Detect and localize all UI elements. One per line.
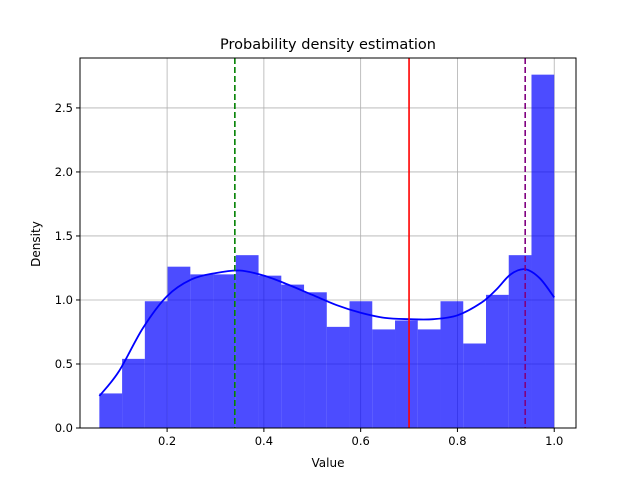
histogram-bar: [281, 284, 305, 428]
histogram-bar: [190, 274, 214, 428]
histogram-bar: [326, 326, 350, 428]
histogram-bar: [122, 358, 145, 428]
density-curve: [98, 268, 555, 397]
histogram-bar: [395, 320, 418, 428]
histogram-bar: [440, 301, 464, 428]
plot-frame: [79, 57, 577, 429]
y-axis-label: Density: [29, 221, 43, 267]
x-axis-label: Value: [312, 456, 345, 470]
histogram-bar: [304, 292, 327, 428]
histogram-bar: [144, 301, 168, 428]
x-tick-label: 0.4: [255, 434, 273, 448]
histogram-bar: [235, 255, 259, 428]
x-tick-label: 0.2: [158, 434, 176, 448]
histogram-bar: [463, 343, 486, 428]
histogram-bar: [372, 329, 396, 428]
x-tick-label: 1.0: [545, 434, 563, 448]
histogram-bar: [531, 74, 555, 428]
x-tick-label: 0.6: [352, 434, 370, 448]
histogram-bar: [258, 275, 282, 428]
y-tick-label: 2.0: [55, 165, 73, 179]
histogram-bar: [349, 301, 373, 428]
histogram-bar: [167, 266, 191, 428]
x-tick-label: 0.8: [448, 434, 466, 448]
chart-title: Probability density estimation: [220, 37, 436, 53]
histogram-bar: [99, 393, 123, 428]
y-tick-label: 0.5: [55, 357, 73, 371]
histogram-bar: [508, 255, 532, 428]
histogram-bar: [213, 274, 236, 428]
y-tick-label: 1.0: [55, 293, 73, 307]
y-tick-label: 1.5: [55, 229, 73, 243]
y-tick-label: 0.0: [55, 421, 73, 435]
histogram-bar: [485, 294, 509, 428]
histogram-bar: [417, 329, 441, 428]
y-tick-label: 2.5: [55, 101, 73, 115]
